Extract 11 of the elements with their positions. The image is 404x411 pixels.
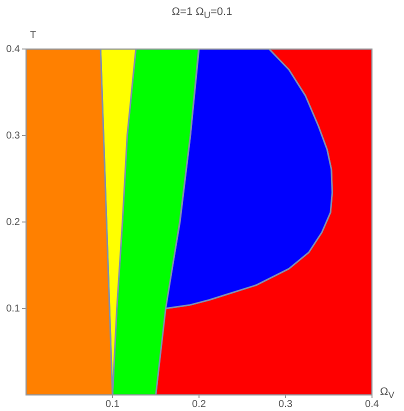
chart-title: Ω=1 Ω$_{U}$=0.1	[170, 6, 234, 20]
x-tick-label: 0.2	[192, 398, 206, 410]
y-axis-title: T	[30, 30, 36, 41]
y-tick-label: 0.4	[6, 44, 20, 55]
x-tick-label: 0.3	[278, 398, 293, 410]
y-tick-label: 0.3	[6, 130, 20, 142]
x-tick-label: 0.4	[365, 398, 380, 410]
x-axis-title: Ω$_{V}$	[380, 386, 394, 400]
x-tick-label: 0.1	[106, 398, 120, 410]
y-tick-label: 0.1	[6, 303, 20, 314]
y-tick-label: 0.2	[6, 216, 20, 228]
